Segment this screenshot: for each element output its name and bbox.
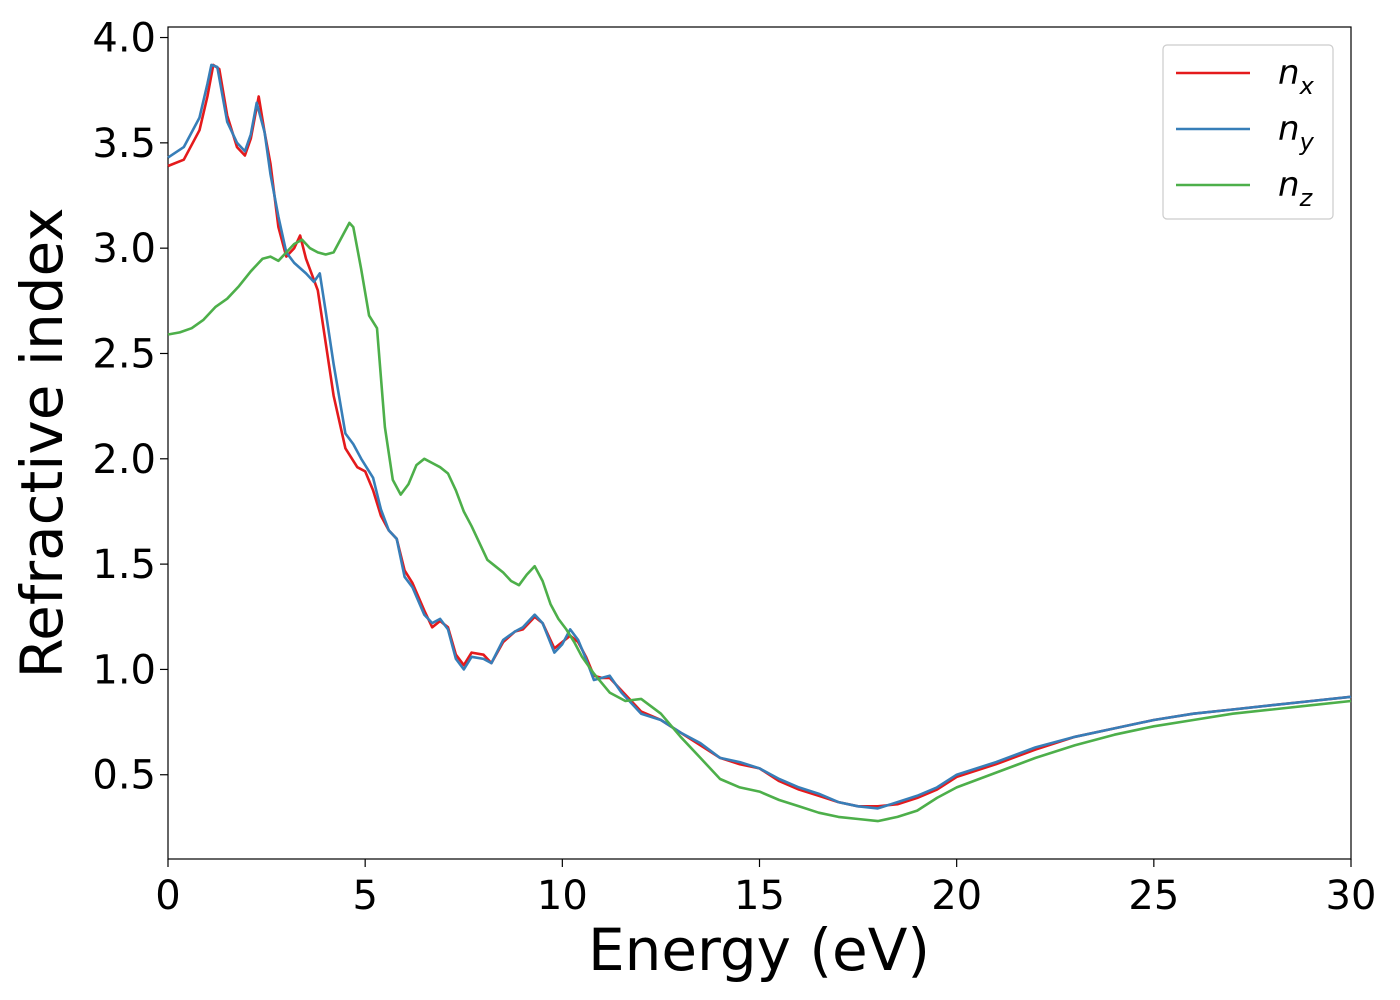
x-tick-label: 0 bbox=[155, 873, 180, 919]
x-axis-ticks: 0 5 10 15 20 25 30 bbox=[155, 859, 1376, 919]
series-layer bbox=[167, 63, 1352, 823]
y-tick-label: 3.5 bbox=[92, 121, 156, 167]
legend-label-x: nx bbox=[1278, 53, 1315, 100]
x-tick-label: 25 bbox=[1128, 873, 1179, 919]
y-tick-label: 4.0 bbox=[92, 16, 156, 62]
x-tick-label: 20 bbox=[931, 873, 982, 919]
y-tick-label: 3.0 bbox=[92, 226, 156, 272]
y-tick-label: 2.5 bbox=[92, 331, 156, 377]
y-tick-label: 2.0 bbox=[92, 437, 156, 483]
x-tick-label: 5 bbox=[352, 873, 377, 919]
y-axis-label: Refractive index bbox=[8, 207, 76, 678]
y-tick-label: 1.0 bbox=[92, 647, 156, 693]
legend-label-z: nz bbox=[1278, 165, 1314, 212]
y-axis-ticks: 0.5 1.0 1.5 2.0 2.5 3.0 3.5 4.0 bbox=[92, 16, 168, 799]
legend: nx ny nz bbox=[1162, 44, 1334, 220]
y-tick-label: 0.5 bbox=[92, 753, 156, 799]
legend-label-y: ny bbox=[1278, 109, 1315, 156]
y-tick-label: 1.5 bbox=[92, 542, 156, 588]
series-line-z bbox=[167, 221, 1352, 823]
series-line-y bbox=[167, 63, 1352, 810]
x-tick-label: 15 bbox=[734, 873, 785, 919]
legend-frame bbox=[1162, 44, 1334, 220]
x-axis-label: Energy (eV) bbox=[588, 916, 930, 984]
x-tick-label: 10 bbox=[537, 873, 588, 919]
x-tick-label: 30 bbox=[1326, 873, 1377, 919]
